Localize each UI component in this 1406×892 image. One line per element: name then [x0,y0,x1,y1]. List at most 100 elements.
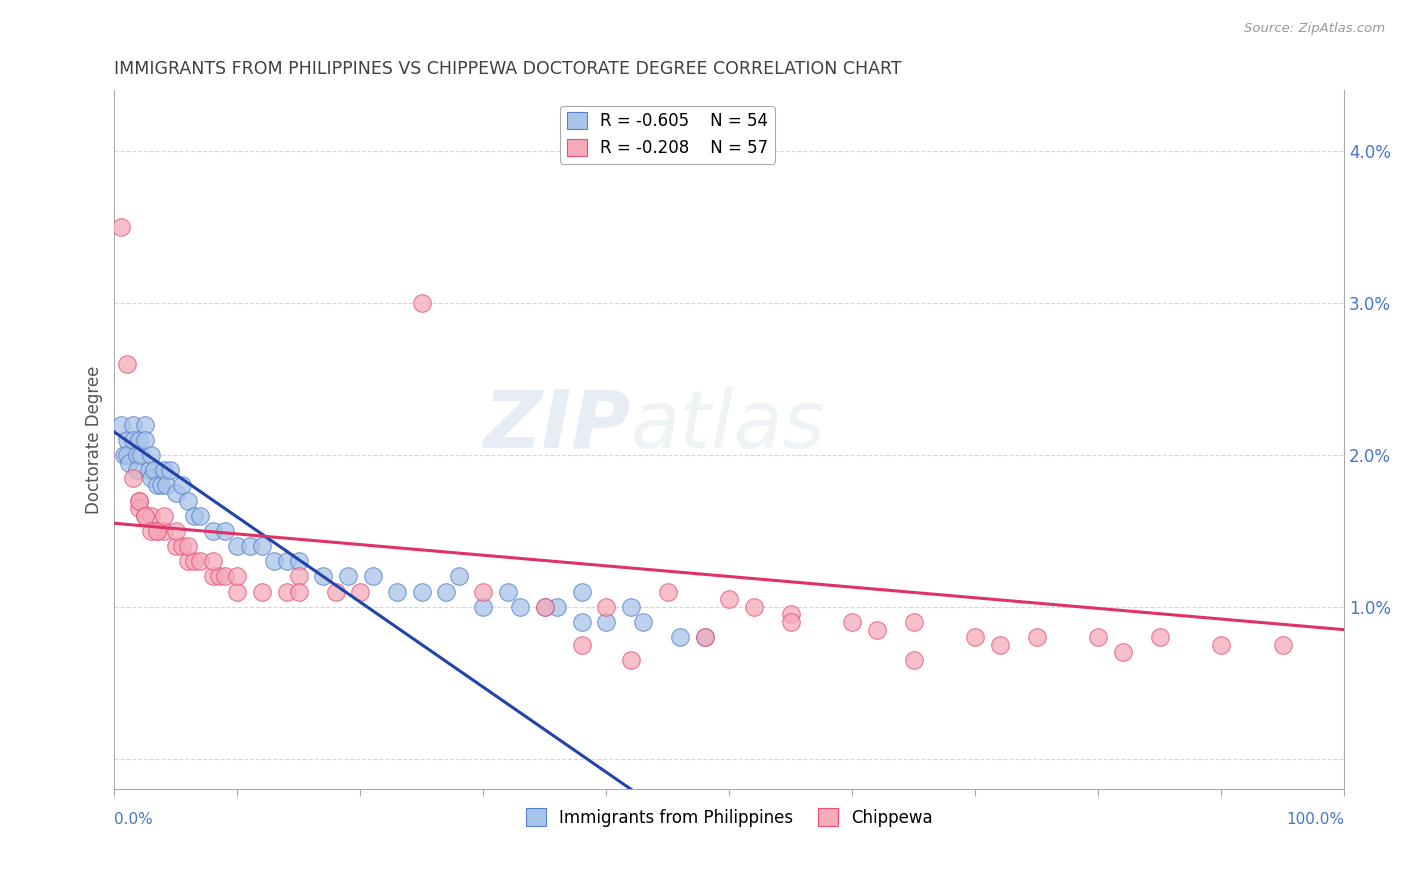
Point [1211,638,1233,652]
Point [183,554,205,568]
Point [866,623,889,637]
Point [779,607,801,622]
Point [177,554,200,568]
Point [239,539,262,553]
Point [288,569,311,583]
Point [288,554,311,568]
Text: ZIP: ZIP [484,387,631,465]
Point [533,599,555,614]
Point [595,615,617,629]
Text: IMMIGRANTS FROM PHILIPPINES VS CHIPPEWA DOCTORATE DEGREE CORRELATION CHART: IMMIGRANTS FROM PHILIPPINES VS CHIPPEWA … [114,60,903,78]
Point [276,554,298,568]
Point [1087,630,1109,644]
Point [190,508,212,523]
Point [226,539,249,553]
Point [165,539,187,553]
Point [620,653,643,667]
Point [496,584,519,599]
Point [1025,630,1047,644]
Point [1271,638,1294,652]
Point [177,539,200,553]
Point [411,584,433,599]
Point [112,448,135,462]
Point [276,584,298,599]
Legend: Immigrants from Philippines, Chippewa: Immigrants from Philippines, Chippewa [519,802,939,833]
Point [779,615,801,629]
Point [131,448,153,462]
Point [571,615,593,629]
Point [165,524,187,538]
Point [288,584,311,599]
Point [447,569,470,583]
Point [134,508,156,523]
Point [183,508,205,523]
Point [361,569,384,583]
Point [312,569,335,583]
Point [337,569,360,583]
Point [546,599,568,614]
Point [208,569,231,583]
Point [201,524,224,538]
Point [903,653,925,667]
Point [214,569,236,583]
Point [988,638,1011,652]
Point [387,584,409,599]
Point [226,569,249,583]
Point [110,220,132,235]
Point [150,478,173,492]
Point [165,486,187,500]
Point [141,524,163,538]
Point [190,554,212,568]
Text: Source: ZipAtlas.com: Source: ZipAtlas.com [1244,22,1385,36]
Point [128,501,150,516]
Point [141,471,163,485]
Point [125,448,148,462]
Point [155,478,177,492]
Point [146,478,169,492]
Point [142,463,165,477]
Point [201,554,224,568]
Point [718,592,741,607]
Point [125,463,148,477]
Point [250,539,273,553]
Point [226,584,249,599]
Point [134,417,156,432]
Point [841,615,863,629]
Point [115,357,138,371]
Point [250,584,273,599]
Point [159,463,181,477]
Point [141,448,163,462]
Point [134,433,156,447]
Text: 0.0%: 0.0% [114,812,153,827]
Point [121,433,143,447]
Point [631,615,654,629]
Text: atlas: atlas [631,387,825,465]
Point [533,599,555,614]
Point [141,508,163,523]
Point [138,463,160,477]
Point [263,554,285,568]
Point [657,584,679,599]
Point [325,584,347,599]
Point [411,296,433,310]
Point [669,630,692,644]
Point [965,630,987,644]
Point [110,417,132,432]
Point [146,524,169,538]
Point [121,417,143,432]
Point [118,456,141,470]
Point [121,471,143,485]
Point [170,539,193,553]
Point [128,433,150,447]
Point [509,599,531,614]
Point [177,493,200,508]
Point [134,508,156,523]
Point [620,599,643,614]
Point [170,478,193,492]
Y-axis label: Doctorate Degree: Doctorate Degree [86,366,103,514]
Point [152,463,174,477]
Point [1112,645,1135,659]
Point [1149,630,1171,644]
Point [128,493,150,508]
Point [115,433,138,447]
